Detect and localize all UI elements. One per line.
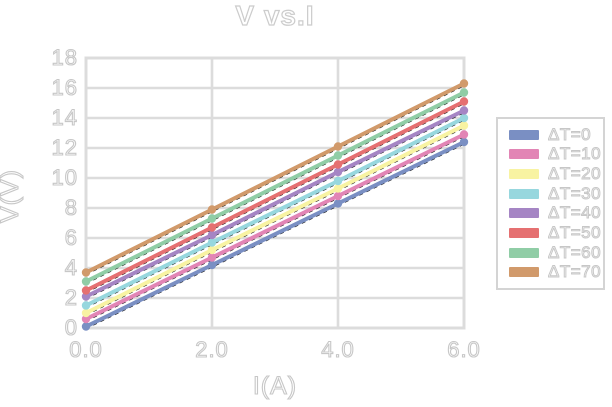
y-tick-label: 8 [64,195,78,220]
series-marker [81,292,91,301]
series-marker [207,205,217,214]
legend-label: ΔT=30 [547,183,602,203]
chart-title: V vs.I [235,0,315,32]
x-axis-label: I(A) [252,371,298,400]
series-marker [81,286,91,295]
legend-row: ΔT=40 [498,203,603,223]
series-marker [333,191,343,201]
series-marker [459,137,469,147]
series-line [84,99,466,293]
legend-row: ΔT=60 [498,242,603,262]
series-marker [81,322,91,331]
legend-label: ΔT=50 [547,222,602,242]
series-marker [333,199,343,208]
legend-row: ΔT=20 [498,164,603,184]
legend-row: ΔT=0 [498,124,603,144]
y-tick-label: 4 [64,255,78,280]
legend-row: ΔT=50 [498,222,603,242]
series-marker [333,167,343,177]
legend-swatch [509,227,539,238]
y-tick-label: 2 [64,285,78,310]
plot-frame [84,56,466,330]
series-marker [207,223,217,232]
legend-label: ΔT=20 [547,164,602,184]
series-marker [459,130,469,139]
series-marker [459,88,469,97]
series-marker [459,97,469,106]
legend-row: ΔT=30 [498,183,603,203]
series-marker [333,176,343,186]
series-marker [207,253,217,262]
series-marker [459,121,469,130]
y-tick-label: 18 [51,45,78,70]
x-tick-label: 0.0 [69,337,103,362]
x-tick-label: 6.0 [447,337,481,362]
series-line [84,140,466,329]
legend-label: ΔT=0 [547,124,592,144]
legend-row: ΔT=10 [498,144,603,164]
legend-label: ΔT=70 [547,262,602,282]
series-marker [207,245,217,255]
y-tick-label: 12 [51,135,78,160]
series-marker [333,184,343,193]
series-marker [81,308,91,318]
series-line [84,116,466,308]
series-marker [207,260,217,270]
series-marker [207,238,217,247]
legend-swatch [509,129,539,140]
legend-swatch [509,208,539,219]
series-marker [81,301,91,310]
legend-swatch [509,169,539,180]
series-marker [459,113,469,123]
series-marker [81,277,91,286]
series-marker [333,151,343,160]
series-line [84,81,466,275]
x-tick-label: 2.0 [195,337,229,362]
legend-swatch [509,247,539,258]
series-marker [459,106,469,115]
legend-label: ΔT=10 [547,144,602,164]
legend-swatch [509,149,539,160]
series-marker [207,230,217,240]
y-tick-label: 16 [51,75,78,100]
y-tick-label: 6 [64,225,78,250]
series-line [84,90,466,284]
legend-label: ΔT=60 [547,242,602,262]
legend-row: ΔT=70 [498,262,603,282]
series-marker [333,142,343,151]
x-tick-label: 4.0 [321,337,355,362]
series-marker [81,268,91,277]
series-line [84,132,466,321]
series-marker [81,314,91,324]
legend-swatch [509,188,539,199]
series-marker [333,160,343,169]
series-marker [459,79,469,88]
series-line [84,108,466,299]
y-tick-label: 10 [51,165,78,190]
series-marker [207,214,217,223]
y-tick-label: 14 [51,105,78,130]
series-line [84,123,466,315]
y-tick-label: 0 [64,315,78,340]
legend: ΔT=0 ΔT=10 ΔT=20 ΔT=30 ΔT=40 ΔT=50 ΔT=60 ΔT=70 [496,117,605,290]
legend-label: ΔT=40 [547,203,602,223]
y-axis-label: V(V) [0,168,25,223]
legend-swatch [509,267,539,278]
